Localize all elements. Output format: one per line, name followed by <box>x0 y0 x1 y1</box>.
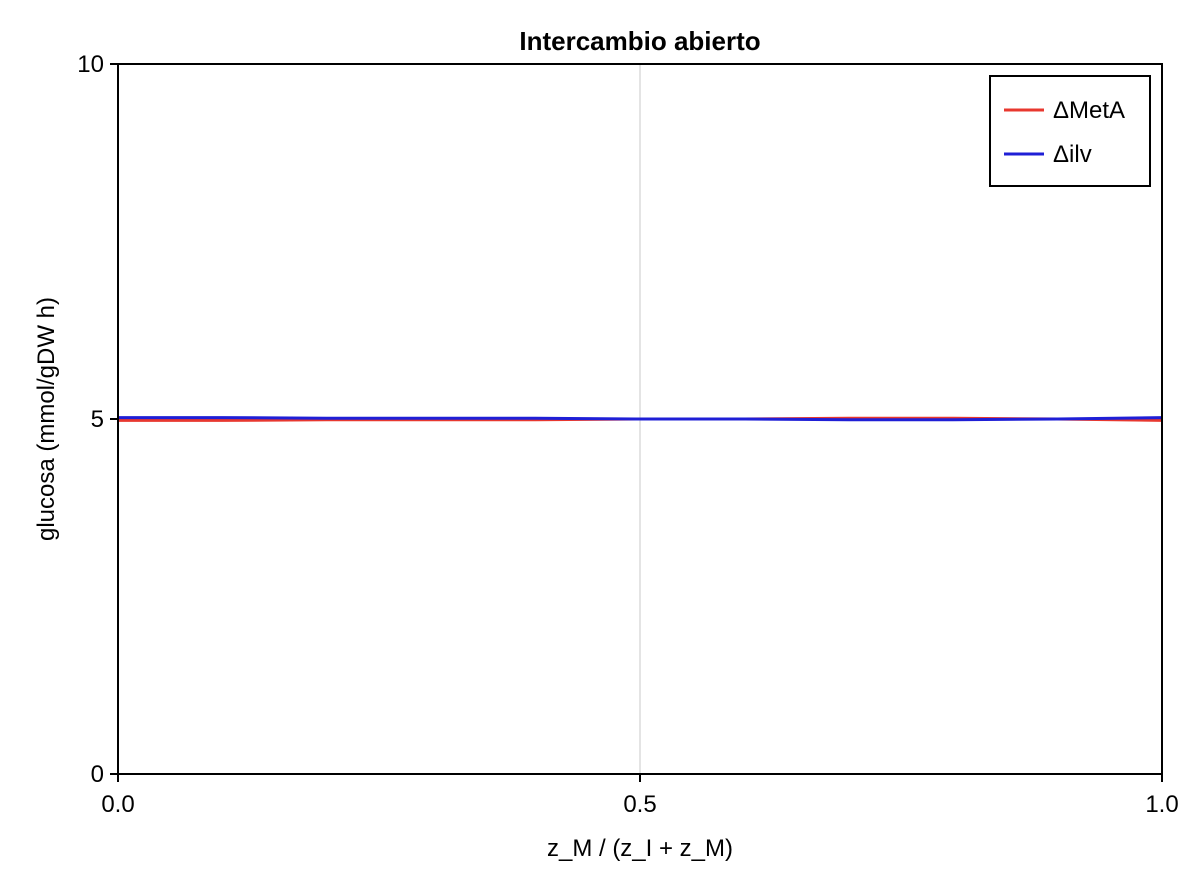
axis-ticks: 0.0 0.5 1.0 0 5 10 <box>77 51 1178 818</box>
legend: ΔMetA Δilv <box>989 75 1151 187</box>
legend-label-0: ΔMetA <box>1053 97 1125 124</box>
legend-label-1: Δilv <box>1053 141 1092 168</box>
y-axis-label: glucosa (mmol/gDW h) <box>33 297 60 541</box>
y-tick-label: 10 <box>77 51 104 78</box>
y-tick-label: 5 <box>91 406 104 433</box>
x-tick-label: 0.5 <box>623 791 656 818</box>
x-axis-label: z_M / (z_I + z_M) <box>547 835 733 862</box>
y-tick-label: 0 <box>91 761 104 788</box>
series-line-1 <box>118 416 1163 422</box>
chart-title: Intercambio abierto <box>519 26 760 56</box>
x-tick-label: 1.0 <box>1145 791 1178 818</box>
series-lines <box>118 416 1163 422</box>
legend-box <box>989 75 1151 187</box>
x-tick-label: 0.0 <box>101 791 134 818</box>
